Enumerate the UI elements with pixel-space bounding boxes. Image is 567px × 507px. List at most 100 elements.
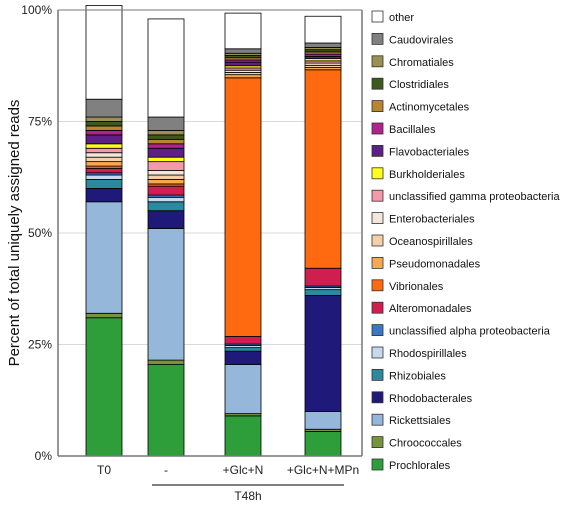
bar-segment xyxy=(304,15,342,44)
legend-label: Clostridiales xyxy=(389,79,449,91)
legend-label: Prochlorales xyxy=(389,460,451,472)
legend-swatch xyxy=(371,122,384,135)
legend-label: Vibrionales xyxy=(389,281,444,293)
y-axis-title: Percent of total uniquely assigned reads xyxy=(6,100,23,367)
legend-swatch xyxy=(371,189,384,202)
legend-swatch xyxy=(371,234,384,247)
legend-item: Rhodobacterales xyxy=(371,391,473,405)
legend-swatch xyxy=(371,346,384,359)
legend-item: Prochlorales xyxy=(371,458,451,472)
legend-label: Rhodospirillales xyxy=(389,348,467,360)
legend-item: Flavobacteriales xyxy=(371,144,470,158)
bar-segment xyxy=(224,74,262,79)
legend-swatch xyxy=(371,458,384,471)
legend-label: other xyxy=(389,12,414,24)
bar-segment xyxy=(147,156,185,163)
legend-label: Rhizobiales xyxy=(389,370,446,382)
legend-label: Burkholderiales xyxy=(389,169,465,181)
x-tick-label: T0 xyxy=(97,463,111,477)
legend-label: Chromatiales xyxy=(389,57,454,69)
bar-segment xyxy=(85,317,123,457)
y-tick-label: 0% xyxy=(35,449,53,463)
legend-swatch xyxy=(371,324,384,337)
bar-segment xyxy=(147,130,185,136)
legend-item: Caudovirales xyxy=(371,33,454,46)
bar-segment xyxy=(85,179,123,189)
legend-swatch xyxy=(371,55,384,68)
bar-segment xyxy=(224,336,262,345)
bar-segment xyxy=(224,12,262,50)
bar-segment xyxy=(147,161,185,171)
bar-segment xyxy=(147,201,185,212)
legend-label: Oceanospirillales xyxy=(389,236,473,248)
bar-segment xyxy=(85,156,123,163)
legend-swatch xyxy=(371,10,384,23)
legend-item: Clostridiales xyxy=(371,77,449,91)
bar-segment xyxy=(147,18,185,118)
bar-segment xyxy=(304,295,342,412)
bar-segment xyxy=(304,431,342,457)
bar-segment xyxy=(147,364,185,457)
bar-segment xyxy=(147,196,185,203)
x-tick-label: - xyxy=(164,463,168,477)
legend-item: Chromatiales xyxy=(371,55,454,69)
legend-label: Flavobacteriales xyxy=(389,146,470,158)
legend-swatch xyxy=(371,212,384,225)
bar-segment xyxy=(147,170,185,176)
legend-item: Rickettsiales xyxy=(371,413,451,427)
bar-segment xyxy=(147,147,185,158)
y-tick-label: 50% xyxy=(28,226,52,240)
bar-segment xyxy=(85,161,123,167)
legend-label: Rhodobacterales xyxy=(389,393,473,405)
bar-segment xyxy=(85,5,123,100)
legend-swatch xyxy=(371,167,384,180)
bar-segment xyxy=(304,289,342,296)
legend-item: unclassified gamma proteobacteria xyxy=(371,189,560,203)
bar-segment xyxy=(85,143,123,149)
x-tick-label: +Glc+N+MPn xyxy=(287,463,359,477)
legend-label: Bacillales xyxy=(389,124,436,136)
bar-segment xyxy=(85,187,123,203)
legend-swatch xyxy=(371,256,384,269)
bar-segment xyxy=(224,61,262,67)
bar-segment xyxy=(304,69,342,269)
bar-segment xyxy=(85,116,123,122)
bar-stack xyxy=(224,12,262,457)
bar-segment xyxy=(224,77,262,337)
bar-segment xyxy=(85,312,123,319)
legend-swatch xyxy=(371,436,384,449)
legend-swatch xyxy=(371,413,384,426)
axes xyxy=(57,9,363,457)
bar-segment xyxy=(224,347,262,352)
bar-segment xyxy=(147,228,185,361)
legend-label: Chroococcales xyxy=(389,438,462,450)
bar-segment xyxy=(85,167,123,174)
bar-segment xyxy=(85,152,123,158)
y-tick-label: 100% xyxy=(21,3,52,17)
bar-stack xyxy=(304,15,342,457)
legend-item: Oceanospirillales xyxy=(371,234,473,248)
bar-segment xyxy=(147,210,185,229)
legend-item: Rhodospirillales xyxy=(371,346,467,360)
bar-segment xyxy=(147,134,185,140)
bar-stack xyxy=(85,5,123,457)
legend: other Caudovirales Chromatiales Clostridial… xyxy=(371,10,560,472)
bar-segment xyxy=(85,174,123,180)
legend-swatch xyxy=(371,144,384,157)
legend-item: Alteromonadales xyxy=(371,301,472,315)
legend-item: Actinomycetales xyxy=(371,100,470,114)
bar-segment xyxy=(147,174,185,180)
bars xyxy=(85,5,342,457)
legend-item: Vibrionales xyxy=(371,279,444,293)
legend-item: Burkholderiales xyxy=(371,167,465,181)
bar-segment xyxy=(304,42,342,48)
bar-segment xyxy=(147,116,185,131)
legend-label: unclassified alpha proteobacteria xyxy=(389,326,551,338)
bar-segment xyxy=(85,125,123,131)
legend-label: Enterobacteriales xyxy=(389,214,475,226)
legend-item: Rhizobiales xyxy=(371,368,446,382)
bar-segment xyxy=(147,143,185,149)
legend-swatch xyxy=(371,77,384,90)
bar-segment xyxy=(85,130,123,136)
